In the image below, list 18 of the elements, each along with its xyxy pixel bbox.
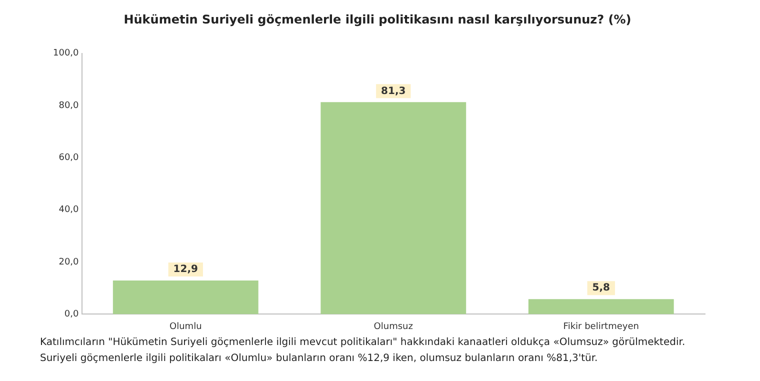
y-tick-label: 100,0 [53, 48, 80, 59]
y-tick-label: 60,0 [58, 153, 80, 164]
text: Suriyeli göçmenlerle ilgili politikaları «Olumlu» bulanların oranı %12,9 iken, olumsuz bulanların oranı %81,3'tür. [40, 352, 599, 366]
y-tick-label: 20,0 [58, 257, 80, 268]
y-tick-label: 0,0 [64, 310, 80, 320]
y-tick-label: 40,0 [58, 205, 80, 216]
bar [528, 299, 674, 314]
text: Katılımcıların "Hükümetin Suriyeli göçmenlerle ilgili mevcut politikaları" hakkındaki kanaatleri oldukça «Olumsuz» görülmektedir. [40, 336, 686, 350]
data-label: 12,9 [173, 264, 198, 276]
chart-title: Hükümetin Suriyeli göçmenlerle ilgili politikasını nasıl karşılıyorsunuz? (%) [124, 12, 632, 26]
y-tick-label: 80,0 [58, 100, 80, 111]
data-label: 5,8 [592, 282, 610, 294]
data-label: 81,3 [381, 86, 406, 97]
bar [320, 102, 466, 314]
x-tick-label: Olumsuz [374, 322, 414, 332]
x-tick-label: Fikir belirtmeyen [563, 322, 639, 332]
x-tick-label: Olumlu [170, 322, 202, 332]
bar [112, 280, 258, 314]
